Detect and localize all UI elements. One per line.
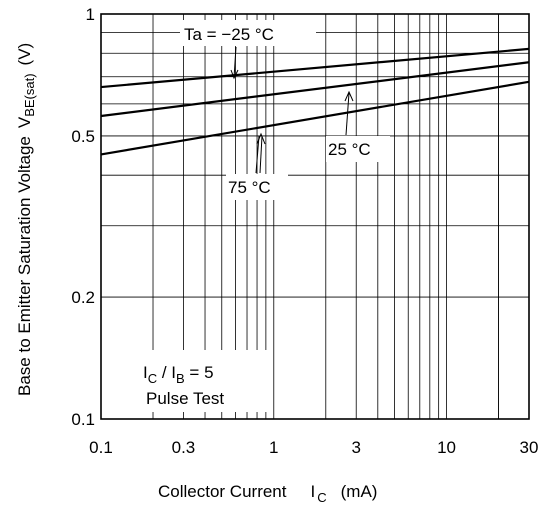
y-label-main: Base to Emitter Saturation Voltage: [15, 136, 34, 396]
plot-frame: [100, 13, 530, 420]
series-line-0: [100, 47, 530, 89]
x-tick-labels: 0.1 0.3 1 3 10 30: [89, 438, 538, 457]
condition-bg: [130, 350, 268, 412]
y-tick-label: 0.5: [71, 127, 95, 146]
y-label-unit: (V): [15, 43, 34, 66]
t75-label: 75 °C: [228, 178, 271, 197]
x-tick-label: 1: [269, 438, 278, 457]
t75-arrow-b: [259, 135, 263, 174]
cond-ic: I: [143, 363, 148, 382]
series-group: [100, 47, 530, 156]
x-tick-label: 0.1: [89, 438, 113, 457]
x-axis-label: Collector Current I C (mA): [158, 482, 377, 505]
t75-label-bg: [226, 174, 288, 200]
condition-line1: IC / IB = 5: [143, 363, 214, 386]
y-label-sub: BE(sat): [22, 73, 37, 116]
x-tick-label: 3: [351, 438, 360, 457]
y-tick-labels: 0.1 0.2 0.5 1: [71, 5, 95, 429]
t75-arrowhead: [256, 132, 266, 145]
y-label-symbol: V: [15, 116, 34, 128]
ta-arrow: [233, 46, 237, 79]
cond-ratio: = 5: [185, 363, 214, 382]
t25-label-bg: [326, 136, 390, 162]
x-label-unit: (mA): [341, 482, 378, 501]
x-label-sub: C: [317, 490, 326, 505]
y-tick-label: 0.2: [71, 288, 95, 307]
t25-arrow: [345, 92, 350, 136]
t75-arrow-a: [255, 135, 260, 174]
y-tick-label: 0.1: [71, 410, 95, 429]
x-label-symbol: I: [311, 482, 316, 501]
series-line-2: [100, 80, 530, 156]
x-tick-label: 30: [520, 438, 539, 457]
x-tick-label: 10: [437, 438, 456, 457]
y-axis-label: Base to Emitter Saturation Voltage VBE(sa…: [15, 43, 37, 396]
x-label-main: Collector Current: [158, 482, 287, 501]
ta-label: Ta = −25 °C: [184, 25, 274, 44]
y-tick-label: 1: [86, 5, 95, 24]
ta-label-bg: [180, 20, 316, 46]
condition-line2: Pulse Test: [146, 389, 224, 408]
ta-arrowhead: [230, 69, 239, 80]
series-line-1: [100, 61, 530, 118]
cond-ic-sub: C: [148, 371, 157, 386]
t25-arrowhead: [344, 90, 354, 102]
cond-sep: / I: [157, 363, 176, 382]
x-tick-label: 0.3: [172, 438, 196, 457]
t25-label: 25 °C: [328, 140, 371, 159]
cond-ib-sub: B: [176, 371, 185, 386]
